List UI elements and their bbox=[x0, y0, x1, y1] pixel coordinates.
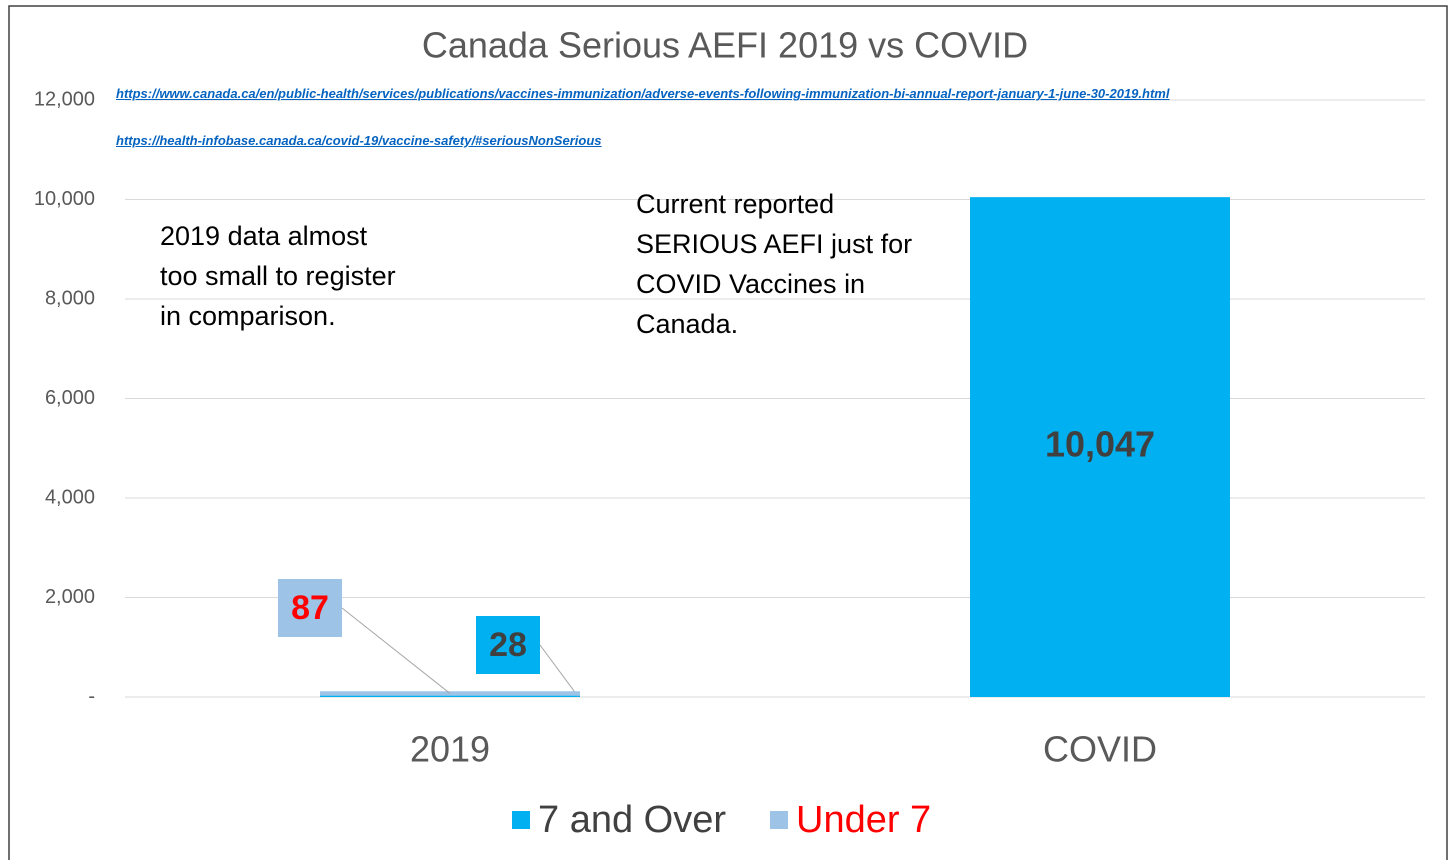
x-tick-label: 2019 bbox=[410, 729, 490, 770]
y-tick-label: 4,000 bbox=[45, 486, 95, 508]
chart-frame bbox=[8, 5, 1448, 860]
y-tick-label: 12,000 bbox=[34, 88, 95, 110]
y-tick-label: 8,000 bbox=[45, 287, 95, 309]
legend-swatch bbox=[512, 811, 530, 829]
legend-label: 7 and Over bbox=[538, 799, 726, 841]
data-label-box bbox=[476, 616, 540, 674]
annotation: 2019 data almost too small to register i… bbox=[160, 221, 396, 331]
bar bbox=[970, 197, 1230, 697]
y-tick-label: 10,000 bbox=[34, 188, 95, 210]
bar bbox=[320, 695, 580, 697]
x-tick-label: COVID bbox=[1043, 729, 1157, 770]
chart-title: Canada Serious AEFI 2019 vs COVID bbox=[422, 25, 1028, 66]
leader-line bbox=[341, 607, 451, 694]
leader-line bbox=[539, 644, 579, 697]
data-label: 87 bbox=[291, 589, 329, 627]
source-link[interactable]: https://health-infobase.canada.ca/covid-… bbox=[116, 133, 602, 148]
data-label-box bbox=[278, 579, 342, 637]
data-label: 10,047 bbox=[1045, 424, 1155, 465]
legend-label: Under 7 bbox=[796, 799, 931, 841]
annotation: Current reported SERIOUS AEFI just for C… bbox=[636, 189, 913, 339]
legend-swatch bbox=[770, 811, 788, 829]
y-tick-label: 2,000 bbox=[45, 586, 95, 608]
source-link[interactable]: https://www.canada.ca/en/public-health/s… bbox=[116, 86, 1170, 101]
data-label: 28 bbox=[489, 626, 527, 664]
y-tick-label: - bbox=[88, 685, 95, 707]
y-tick-label: 6,000 bbox=[45, 387, 95, 409]
